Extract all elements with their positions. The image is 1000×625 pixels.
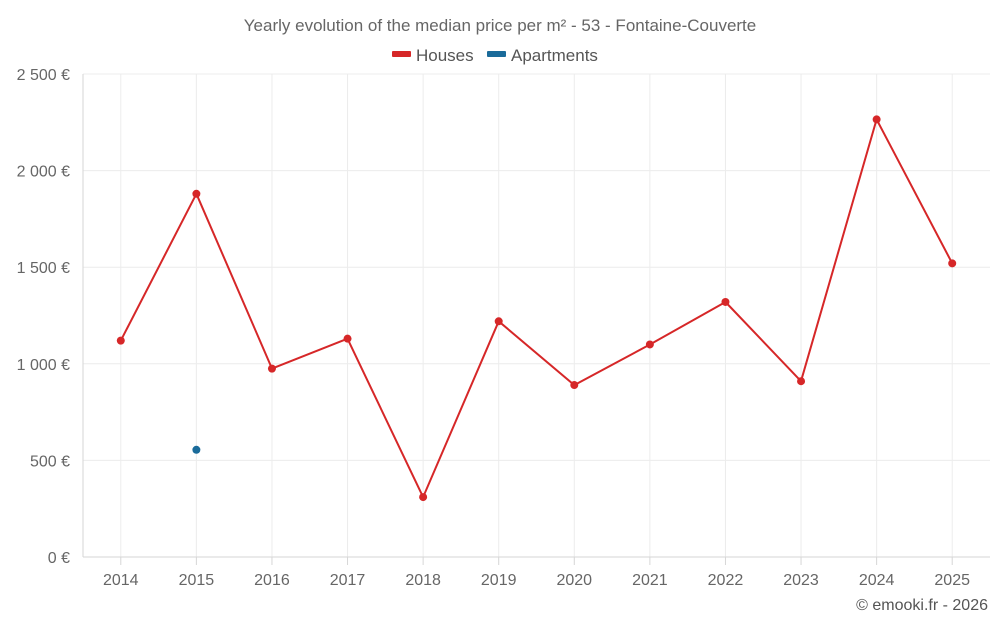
chart-title: Yearly evolution of the median price per… xyxy=(244,16,756,35)
x-tick-label: 2024 xyxy=(859,572,895,589)
x-tick-label: 2018 xyxy=(405,572,441,589)
data-point-houses xyxy=(419,493,428,502)
credit-text: © emooki.fr - 2026 xyxy=(856,597,988,614)
legend-label-apartments: Apartments xyxy=(511,46,598,65)
series-line-houses xyxy=(119,118,954,499)
x-tick-label: 2023 xyxy=(783,572,819,589)
data-point-houses xyxy=(116,336,125,345)
y-tick-label: 2 500 € xyxy=(17,67,70,84)
data-point-houses xyxy=(267,364,276,373)
data-point-houses xyxy=(721,297,730,306)
y-tick-label: 500 € xyxy=(30,453,70,470)
data-point-houses xyxy=(570,381,579,390)
legend-swatch-houses xyxy=(392,51,411,57)
x-tick-label: 2022 xyxy=(708,572,744,589)
legend-item-houses[interactable]: Houses xyxy=(392,46,474,65)
legend-label-houses: Houses xyxy=(416,46,474,65)
data-point-houses xyxy=(343,334,352,343)
x-tick-label: 2020 xyxy=(556,572,592,589)
gridlines xyxy=(83,73,990,557)
y-tick-label: 1 500 € xyxy=(17,260,70,277)
axes xyxy=(82,74,990,565)
x-tick-label: 2014 xyxy=(103,572,139,589)
legend: Houses Apartments xyxy=(392,46,598,65)
x-tick-label: 2017 xyxy=(330,572,366,589)
x-tick-label: 2015 xyxy=(179,572,215,589)
data-point-houses xyxy=(192,189,201,198)
data-point-houses xyxy=(872,115,881,124)
data-point-houses xyxy=(948,259,957,268)
data-point-houses xyxy=(494,317,503,326)
series xyxy=(116,115,957,502)
legend-item-apartments[interactable]: Apartments xyxy=(487,46,598,65)
x-tick-label: 2025 xyxy=(934,572,970,589)
data-point-houses xyxy=(797,377,806,386)
x-tick-label: 2016 xyxy=(254,572,290,589)
legend-swatch-apartments xyxy=(487,51,506,57)
y-axis-ticks: 0 € 500 € 1 000 € 1 500 € 2 000 € 2 500 € xyxy=(17,67,70,567)
y-tick-label: 0 € xyxy=(48,550,70,567)
data-point-apartments xyxy=(192,445,201,454)
x-axis-ticks: 2014 2015 2016 2017 2018 2019 2020 2021 2022 2023… xyxy=(103,572,970,589)
x-tick-label: 2021 xyxy=(632,572,668,589)
x-tick-label: 2019 xyxy=(481,572,517,589)
y-tick-label: 1 000 € xyxy=(17,357,70,374)
y-tick-label: 2 000 € xyxy=(17,164,70,181)
data-point-houses xyxy=(645,340,654,349)
